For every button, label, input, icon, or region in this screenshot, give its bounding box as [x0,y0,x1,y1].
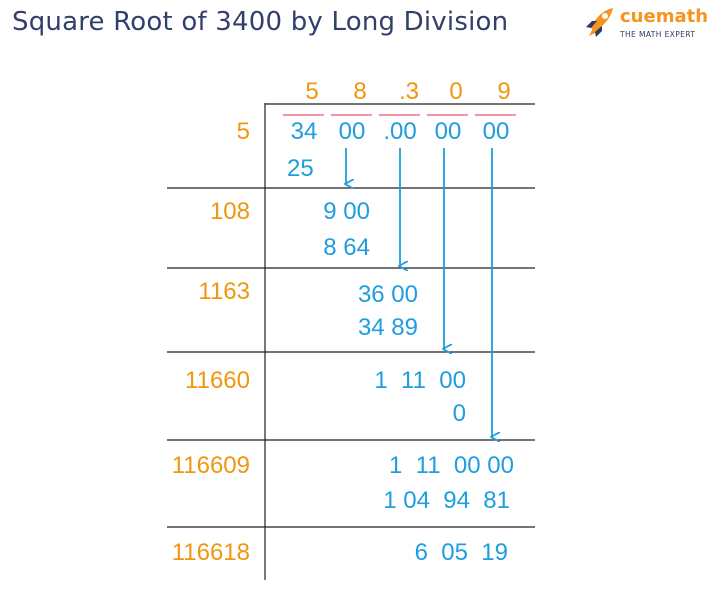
subtract-value: 34 89 [357,314,418,341]
divisor-label: 11660 [185,367,250,394]
remainder-value: 6 05 19 [414,539,508,566]
cuemath-logo: cuemath THE MATH EXPERT [583,6,708,46]
quotient-digit: .3 [398,78,419,105]
subtract-value: 8 64 [323,234,370,261]
quotient-digit: 9 [497,78,511,105]
divisor-label: 108 [209,198,250,225]
divisor-label: 116609 [171,452,250,479]
logo-wordmark: cuemath [620,6,708,27]
page-title: Square Root of 3400 by Long Division [12,7,509,37]
quotient-digit: 5 [305,78,319,105]
dividend-pair: 34 [290,118,318,145]
carry-value: 9 00 [323,198,370,225]
carry-value: 36 00 [357,281,418,308]
carry-value: 1 11 00 00 [389,452,514,479]
logo-tagline: THE MATH EXPERT [620,30,696,39]
rocket-icon [586,8,613,37]
divisor-label: 1163 [198,278,250,305]
divisor-label: 116618 [171,539,250,566]
carry-value: 1 11 00 [374,367,466,394]
dividend-pair: 00 [482,118,510,145]
dividend-pair: 00 [434,118,462,145]
quotient-digit: 8 [353,78,367,105]
quotient-digit: 0 [449,78,463,105]
subtract-value: 25 [287,155,314,182]
divisor-label: 5 [236,118,250,145]
subtract-value: 1 04 94 81 [383,487,510,514]
dividend-pair: 00 [338,118,366,145]
subtract-value: 0 [452,400,466,427]
dividend-pair: .00 [383,118,417,145]
